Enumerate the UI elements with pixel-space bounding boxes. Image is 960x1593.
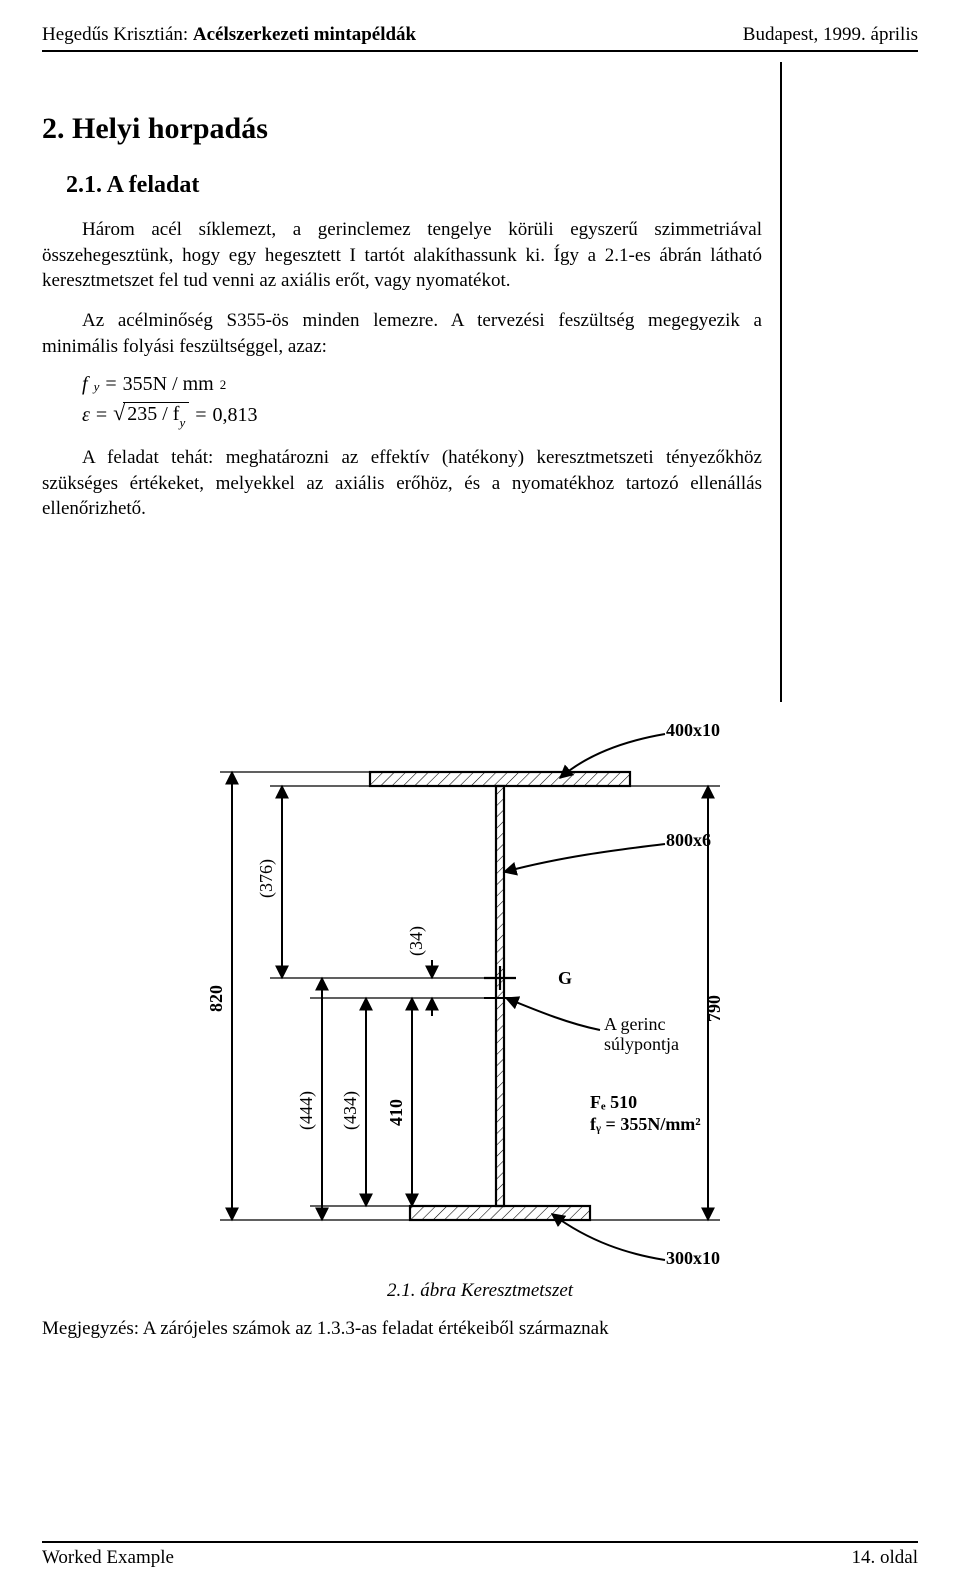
eq-eps: ε [82,404,90,427]
footer-right: 14. oldal [852,1547,919,1569]
eq-eq1: = [105,373,116,396]
rad-sub: y [179,415,185,430]
footer-left: Worked Example [42,1547,174,1569]
label-820: 820 [206,985,226,1012]
equation-block: fy = 355N / mm2 ε = √ 235 / fy = 0,813 [82,373,762,429]
label-web-centroid-2: súlypontja [604,1034,679,1054]
radicand: 235 / fy [123,402,189,429]
header-left: Hegedűs Krisztián: Acélszerkezeti mintap… [42,24,416,46]
eq-fy-rhs: 355N / mm [123,373,214,396]
label-34: (34) [406,926,427,956]
paragraph-1: Három acél síklemezt, a gerinclemez teng… [42,217,762,294]
cross-section-diagram: G 400x10 800x6 300x10 A gerinc súlypontj… [160,712,800,1272]
top-flange [370,772,630,786]
label-790: 790 [704,995,724,1022]
eq-eq3: = [195,404,206,427]
label-410: 410 [386,1099,406,1126]
header-title: Acélszerkezeti mintapéldák [193,24,416,45]
header-right: Budapest, 1999. április [743,24,918,46]
equation-eps: ε = √ 235 / fy = 0,813 [82,402,762,429]
equation-fy: fy = 355N / mm 2 [82,373,762,396]
content-column: 2. Helyi horpadás 2.1. A feladat Három a… [42,52,780,702]
subsection-heading: 2.1. A feladat [66,172,762,199]
eq-fy-sup: 2 [220,377,227,393]
label-bottom-flange: 300x10 [666,1248,720,1268]
label-fy: fᵧ = 355N/mm² [590,1114,701,1134]
eq-eps-result: 0,813 [213,404,258,427]
figure-caption: 2.1. ábra Keresztmetszet [42,1280,918,1302]
header-author: Hegedűs Krisztián: [42,24,193,45]
eq-eq2: = [96,404,107,427]
label-376: (376) [256,859,277,898]
label-G: G [558,968,572,988]
label-top-flange: 400x10 [666,720,720,740]
bottom-flange [410,1206,590,1220]
page-footer: Worked Example 14. oldal [42,1541,918,1569]
content-wrap: 2. Helyi horpadás 2.1. A feladat Három a… [42,52,918,702]
figure-2-1: G 400x10 800x6 300x10 A gerinc súlypontj… [160,712,800,1272]
web-plate [496,786,504,1206]
page-header: Hegedűs Krisztián: Acélszerkezeti mintap… [42,24,918,52]
right-margin-rule [780,62,782,702]
label-434: (434) [340,1091,361,1130]
footnote: Megjegyzés: A zárójeles számok az 1.3.3-… [42,1318,918,1340]
paragraph-2: Az acélminőség S355-ös minden lemezre. A… [42,308,762,359]
label-web-centroid-1: A gerinc [604,1014,665,1034]
label-steel: Fₑ 510 [590,1092,637,1112]
label-web: 800x6 [666,830,711,850]
eq-fy-sub: y [94,379,100,395]
label-444: (444) [296,1091,317,1130]
eq-fy-f: f [82,373,88,396]
section-heading: 2. Helyi horpadás [42,112,762,146]
paragraph-3: A feladat tehát: meghatározni az effektí… [42,445,762,522]
sqrt-icon: √ 235 / fy [113,402,189,429]
rad-235: 235 / f [127,403,179,425]
